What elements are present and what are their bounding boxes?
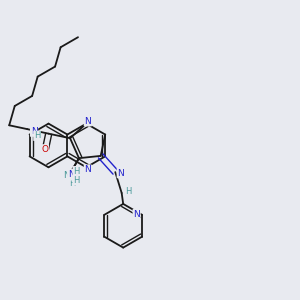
Text: N: N <box>85 165 91 174</box>
Text: N: N <box>117 169 124 178</box>
Text: H: H <box>73 167 80 176</box>
Text: N: N <box>85 117 91 126</box>
Text: H: H <box>34 131 40 140</box>
Text: NH: NH <box>63 170 76 179</box>
Text: H: H <box>69 179 75 188</box>
Text: H: H <box>73 176 80 185</box>
Text: N: N <box>70 171 77 180</box>
Text: H: H <box>125 187 131 196</box>
Text: N: N <box>31 127 38 136</box>
Text: O: O <box>41 145 48 154</box>
Text: N: N <box>133 210 140 219</box>
Text: N: N <box>68 170 75 179</box>
